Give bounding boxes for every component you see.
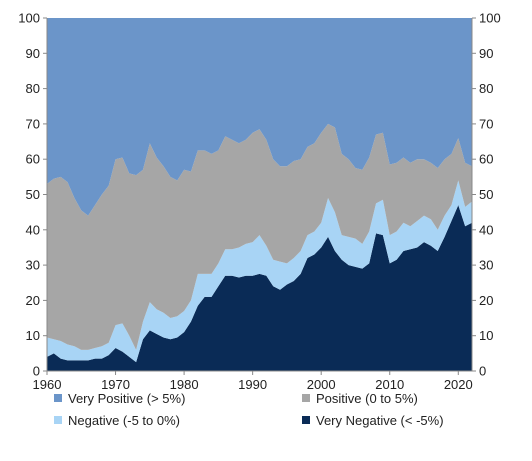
- series-area-very-negative: [47, 205, 472, 371]
- legend-swatch-very-positive: [54, 394, 62, 402]
- series-area-very-positive: [47, 18, 472, 216]
- legend-label-negative: Negative (-5 to 0%): [68, 413, 180, 428]
- legend-label-very-negative: Very Negative (< -5%): [316, 413, 444, 428]
- legend-swatch-positive: [302, 394, 310, 402]
- area-layer: [47, 18, 472, 371]
- y-tick-label-left: 80: [26, 81, 40, 96]
- x-tick-label: 1970: [101, 377, 130, 392]
- y-tick-label-left: 90: [26, 46, 40, 61]
- x-tick-label: 1980: [170, 377, 199, 392]
- y-tick-label-left: 10: [26, 328, 40, 343]
- y-tick-label-right: 0: [479, 364, 486, 379]
- series-area-negative: [47, 180, 472, 363]
- y-tick-label-left: 100: [18, 11, 40, 26]
- y-tick-label-left: 40: [26, 222, 40, 237]
- x-tick-label: 1990: [238, 377, 267, 392]
- legend: Very Positive (> 5%) Positive (0 to 5%) Ne…: [54, 391, 444, 428]
- legend-label-positive: Positive (0 to 5%): [316, 391, 418, 406]
- y-tick-label-left: 60: [26, 152, 40, 167]
- y-tick-label-left: 0: [33, 364, 40, 379]
- y-tick-label-right: 10: [479, 328, 493, 343]
- y-tick-label-right: 20: [479, 293, 493, 308]
- x-tick-label: 1960: [33, 377, 62, 392]
- y-tick-label-left: 50: [26, 187, 40, 202]
- y-tick-label-right: 100: [479, 11, 501, 26]
- y-tick-label-right: 60: [479, 152, 493, 167]
- y-tick-label-left: 70: [26, 116, 40, 131]
- y-tick-label-right: 30: [479, 258, 493, 273]
- y-tick-label-left: 30: [26, 258, 40, 273]
- y-tick-label-right: 50: [479, 187, 493, 202]
- series-area-positive: [47, 123, 472, 350]
- y-tick-label-right: 90: [479, 46, 493, 61]
- x-tick-label: 2000: [307, 377, 336, 392]
- y-tick-label-right: 80: [479, 81, 493, 96]
- y-tick-label-right: 70: [479, 116, 493, 131]
- y-tick-label-left: 20: [26, 293, 40, 308]
- legend-swatch-negative: [54, 416, 62, 424]
- x-tick-label: 2020: [444, 377, 473, 392]
- legend-label-very-positive: Very Positive (> 5%): [68, 391, 185, 406]
- y-tick-label-right: 40: [479, 222, 493, 237]
- legend-swatch-very-negative: [302, 416, 310, 424]
- x-tick-label: 2010: [375, 377, 404, 392]
